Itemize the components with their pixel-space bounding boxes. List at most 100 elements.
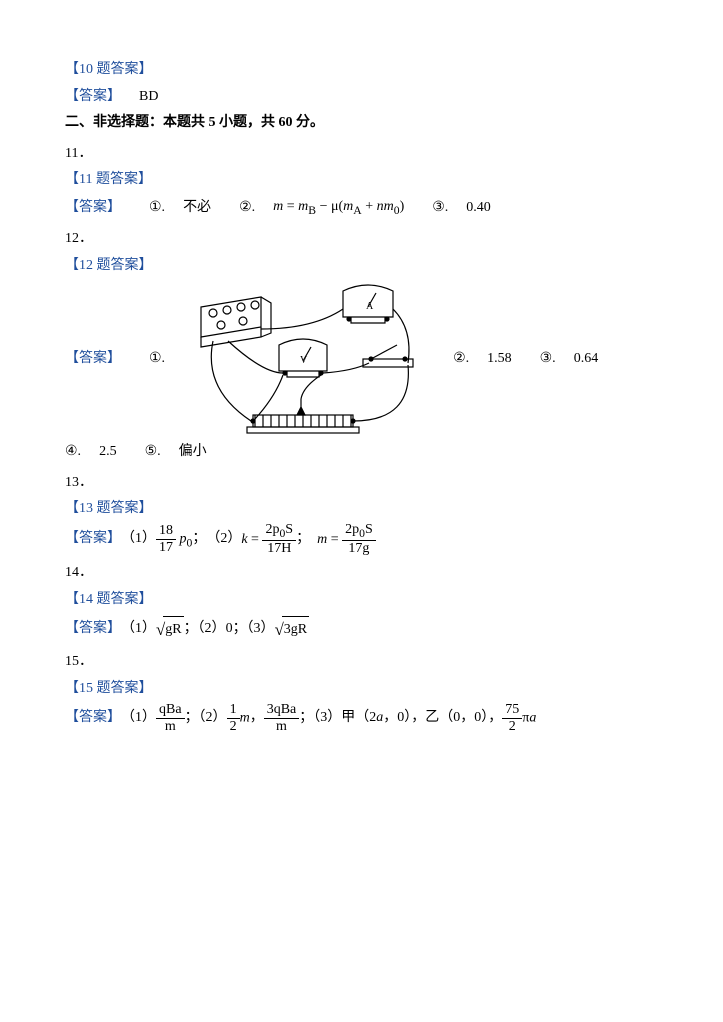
- q13-part1-label: （1）: [121, 526, 156, 553]
- q15-header: 【15 题答案】: [65, 676, 658, 703]
- q11-p1-label: ①.: [149, 195, 165, 222]
- section-heading: 二、非选择题：本题共 5 小题，共 60 分。: [65, 110, 658, 137]
- op-eq: =: [287, 199, 295, 214]
- q13-frac1: 1817 p0: [156, 524, 192, 555]
- q14-part3-label: ；（3）: [233, 616, 275, 643]
- svg-text:V: V: [300, 355, 308, 366]
- den-17: 17: [267, 541, 281, 556]
- q12-p5-label: ⑤.: [145, 439, 161, 466]
- op-minus: −: [320, 199, 328, 214]
- answer-label: 【答案】: [65, 526, 121, 553]
- op-eq: =: [251, 532, 259, 547]
- q13-m-formula: m = 2p0S 17g: [317, 523, 376, 556]
- q10-answer-row: 【答案】 BD: [65, 84, 658, 111]
- var-mA: m: [343, 199, 353, 214]
- var-n: n: [377, 199, 384, 214]
- q11-p3-label: ③.: [432, 195, 448, 222]
- q12-number: 12．: [65, 226, 658, 253]
- q15-frac1: qBam: [156, 703, 185, 734]
- q14-zero: 0: [226, 616, 233, 643]
- q11-p3-value: 0.40: [466, 195, 491, 222]
- q13-part2-label: （2）: [206, 526, 241, 553]
- q12-block: 12． 【12 题答案】 【答案】 ①. A: [65, 226, 658, 466]
- op-plus: +: [365, 199, 373, 214]
- q11-answer-row: 【答案】 ①. 不必 ②. m = mB − μ(mA + nm0) ③. 0.…: [65, 194, 658, 222]
- q10-block: 【10 题答案】 【答案】 BD: [65, 57, 658, 110]
- q12-p2-label: ②.: [453, 346, 469, 373]
- q14-part1-label: （1）: [121, 616, 156, 643]
- q14-sqrt-3gR: √3gR: [275, 614, 310, 646]
- q10-answer-value: BD: [139, 84, 158, 111]
- frac-den: 2: [227, 719, 240, 734]
- frac-den: 2: [502, 719, 522, 734]
- q11-p2-label: ②.: [239, 195, 255, 222]
- op-eq: =: [331, 532, 339, 547]
- q12-p2-value: 1.58: [487, 346, 512, 373]
- q11-header: 【11 题答案】: [65, 167, 658, 194]
- q13-k-formula: k = 2p0S 17H: [241, 523, 296, 556]
- answer-label: 【答案】: [65, 195, 121, 222]
- var-H: H: [281, 541, 291, 556]
- q13-number: 13．: [65, 470, 658, 497]
- q12-p4-value: 2.5: [99, 439, 117, 466]
- answer-label: 【答案】: [65, 346, 121, 373]
- q12-answer-row: 【答案】 ①. A: [65, 279, 658, 466]
- var-a: a: [529, 710, 536, 725]
- q14-sqrt-gR: √gR: [156, 614, 184, 646]
- var-m: m: [273, 199, 283, 214]
- q12-p1-label: ①.: [149, 346, 165, 373]
- den-17: 17: [348, 541, 362, 556]
- var-p: p: [180, 532, 187, 547]
- frac-num: 75: [502, 703, 522, 719]
- num-qBa: qBa: [274, 702, 297, 717]
- q12-p3-value: 0.64: [574, 346, 599, 373]
- frac-den: m: [264, 719, 300, 734]
- semicolon: ；: [296, 526, 310, 553]
- q11-block: 11． 【11 题答案】 【答案】 ①. 不必 ②. m = mB − μ(mA…: [65, 141, 658, 222]
- frac-den: 17: [156, 540, 176, 555]
- q15-block: 15． 【15 题答案】 【答案】 （1） qBam ；（2） 12m ， 3q…: [65, 649, 658, 733]
- frac-num: 18: [156, 524, 176, 540]
- var-g: g: [362, 541, 369, 556]
- var-S: S: [285, 522, 293, 537]
- q15-75-2-pi-a: 752πa: [502, 703, 536, 734]
- var-mB: m: [298, 199, 308, 214]
- q15-part1-label: （1）: [121, 705, 156, 732]
- radicand-gR: gR: [163, 616, 183, 644]
- q11-p1-value: 不必: [183, 195, 211, 222]
- q12-header: 【12 题答案】: [65, 253, 658, 280]
- sub-B: B: [308, 204, 316, 217]
- q11-formula: m = mB − μ(mA + nm0): [273, 194, 404, 222]
- q12-p4-label: ④.: [65, 439, 81, 466]
- q14-part2-label: ；（2）: [184, 616, 226, 643]
- q13-header: 【13 题答案】: [65, 496, 658, 523]
- var-m: m: [240, 710, 250, 725]
- var-S: S: [365, 522, 373, 537]
- page-content: 【10 题答案】 【答案】 BD 二、非选择题：本题共 5 小题，共 60 分。…: [0, 0, 723, 774]
- frac-num: 1: [227, 703, 240, 719]
- rparen: ): [400, 199, 405, 214]
- q13-answer-row: 【答案】 （1） 1817 p0 ； （2） k = 2p0S 17H ； m …: [65, 523, 658, 556]
- var-a: a: [376, 705, 383, 732]
- var-m: m: [317, 532, 327, 547]
- radicand-gR: gR: [291, 622, 307, 637]
- sub-A: A: [353, 204, 361, 217]
- q15-half-m: 12m: [227, 703, 250, 734]
- var-m0: m: [384, 199, 394, 214]
- frac-den: m: [156, 719, 185, 734]
- circuit-diagram-icon: A V: [183, 279, 453, 439]
- semicolon: ；: [192, 526, 206, 553]
- q14-block: 14． 【14 题答案】 【答案】 （1） √gR ；（2） 0 ；（3） √3…: [65, 560, 658, 645]
- answer-label: 【答案】: [65, 84, 121, 111]
- frac-num: qBa: [156, 703, 185, 719]
- q15-part2-label: ；（2）: [185, 705, 227, 732]
- num-3: 3: [267, 702, 274, 717]
- answer-label: 【答案】: [65, 705, 121, 732]
- q15-part3-label: ；（3）甲（2: [299, 705, 376, 732]
- q11-number: 11．: [65, 141, 658, 168]
- answer-label: 【答案】: [65, 616, 121, 643]
- q15-number: 15．: [65, 649, 658, 676]
- q14-header: 【14 题答案】: [65, 587, 658, 614]
- comma: ，: [250, 705, 264, 732]
- q15-answer-row: 【答案】 （1） qBam ；（2） 12m ， 3qBam ；（3）甲（2a，…: [65, 703, 658, 734]
